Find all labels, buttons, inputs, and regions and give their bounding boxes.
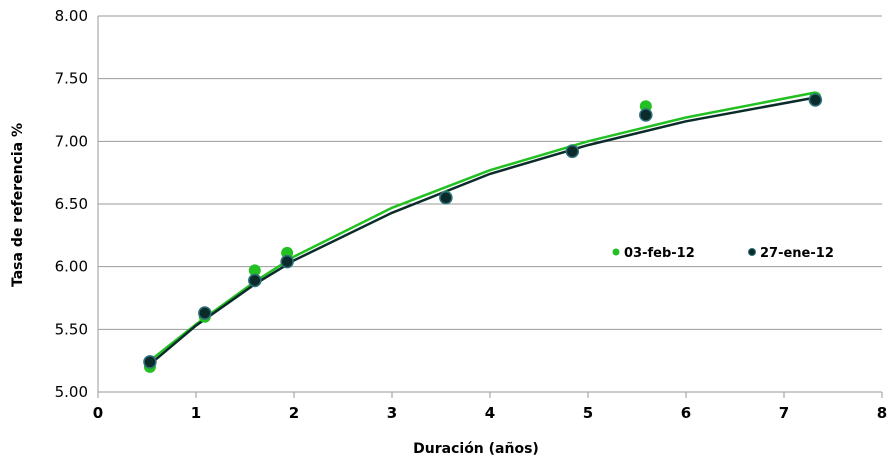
x-tick-label: 7 xyxy=(779,404,789,422)
data-point-27-ene-12 xyxy=(439,190,453,205)
data-point-27-ene-12 xyxy=(565,144,580,159)
data-points xyxy=(143,91,823,373)
legend-label: 03-feb-12 xyxy=(624,246,695,261)
y-tick-label: 7.00 xyxy=(55,132,88,150)
legend-marker xyxy=(748,248,756,256)
x-tick-label: 8 xyxy=(877,404,887,422)
data-point-27-ene-12 xyxy=(808,93,823,107)
x-tick-label: 4 xyxy=(485,404,495,422)
gridlines xyxy=(98,15,882,330)
y-tick-labels: 5.00 5.50 6.00 6.50 7.00 7.50 8.00 xyxy=(55,7,88,401)
data-point-27-ene-12 xyxy=(639,108,653,122)
x-tick-label: 1 xyxy=(191,404,201,422)
y-tick-label: 6.00 xyxy=(55,258,88,276)
x-tick-label: 6 xyxy=(681,404,691,422)
legend-marker xyxy=(612,248,620,256)
legend: 03-feb-12 27-ene-12 xyxy=(612,246,834,261)
trend-line-03-feb-12 xyxy=(149,91,816,362)
x-tick-label: 0 xyxy=(93,404,103,422)
data-point-27-ene-12 xyxy=(198,306,212,320)
data-point-27-ene-12 xyxy=(143,355,157,369)
trend-line-27-ene-12 xyxy=(149,96,816,366)
y-tick-label: 5.00 xyxy=(55,383,88,401)
y-tick-label: 5.50 xyxy=(55,320,88,338)
x-axis-label: Duración (años) xyxy=(413,441,539,457)
y-tick-label: 7.50 xyxy=(55,70,88,88)
x-tick-labels: 0 1 2 3 4 5 6 7 8 xyxy=(93,404,887,422)
trend-lines xyxy=(149,91,816,366)
data-point-27-ene-12 xyxy=(280,254,294,269)
data-point-27-ene-12 xyxy=(248,273,262,288)
y-tick-label: 8.00 xyxy=(55,7,88,25)
y-tick-label: 6.50 xyxy=(55,195,88,213)
legend-label: 27-ene-12 xyxy=(760,246,834,261)
x-tick-label: 5 xyxy=(583,404,593,422)
axes xyxy=(97,16,883,398)
x-tick-label: 3 xyxy=(387,404,397,422)
data-point-03-feb-12 xyxy=(248,264,261,277)
x-tick-label: 2 xyxy=(289,404,299,422)
y-axis-label: Tasa de referencia % xyxy=(10,123,26,287)
